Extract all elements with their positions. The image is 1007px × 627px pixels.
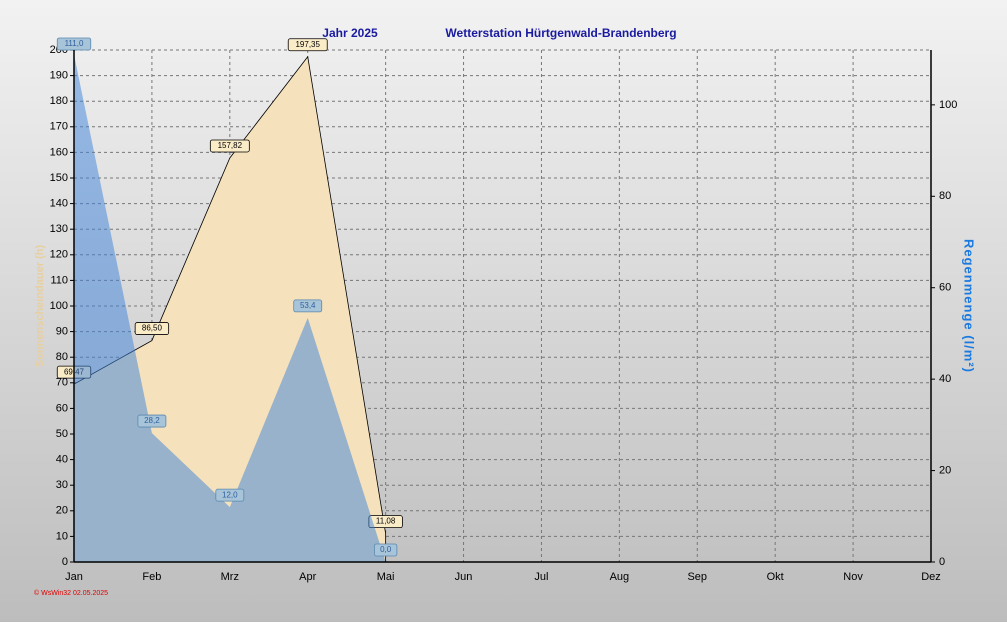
x-tick-label: Dez xyxy=(921,571,941,583)
y2-tick-label: 20 xyxy=(939,464,951,476)
value-label: 11,08 xyxy=(376,517,396,526)
value-label: 12,0 xyxy=(222,490,238,499)
y-tick-label: 20 xyxy=(56,505,68,517)
value-label-box xyxy=(293,299,323,313)
y2-tick-label: 0 xyxy=(939,556,945,568)
x-tick-label: Aug xyxy=(610,571,630,583)
y-tick-label: 110 xyxy=(50,274,68,286)
y-tick-label: 10 xyxy=(56,530,68,542)
x-tick-label: Jul xyxy=(534,571,548,583)
y2-tick-label: 40 xyxy=(939,373,951,385)
x-tick-label: Feb xyxy=(142,571,161,583)
y2-tick-label: 100 xyxy=(939,99,957,111)
value-label-box xyxy=(373,543,398,557)
y-tick-label: 40 xyxy=(56,454,68,466)
value-label: 86,50 xyxy=(142,324,163,333)
y-tick-label: 160 xyxy=(50,146,68,158)
value-label: 0,0 xyxy=(380,545,392,554)
value-label-box xyxy=(209,139,250,153)
area xyxy=(74,54,386,562)
value-label: 157,82 xyxy=(218,141,243,150)
value-label-box xyxy=(137,414,167,428)
x-tick-label: Apr xyxy=(299,571,316,583)
y-tick-label: 120 xyxy=(50,249,68,261)
x-tick-label: Sep xyxy=(687,571,707,583)
y-tick-label: 140 xyxy=(50,198,68,210)
y-tick-label: 130 xyxy=(50,223,68,235)
y-tick-label: 80 xyxy=(56,351,68,363)
value-label: 53,4 xyxy=(300,301,316,310)
y2-tick-label: 80 xyxy=(939,190,951,202)
y-tick-label: 90 xyxy=(56,326,68,338)
y-tick-label: 60 xyxy=(56,402,68,414)
y-tick-label: 100 xyxy=(50,300,68,312)
chart-title: Jahr 2025 xyxy=(322,26,378,40)
footer: © WsWin32 02.05.2025 xyxy=(34,589,108,597)
value-label-box xyxy=(287,38,328,52)
y-tick-label: 150 xyxy=(50,172,68,184)
value-label: 111,0 xyxy=(65,39,84,48)
x-tick-label: Nov xyxy=(843,571,863,583)
y-tick-label: 0 xyxy=(62,556,68,568)
y-axis-label: Sonnenscheindauer (h) xyxy=(34,245,46,368)
value-label-box xyxy=(215,488,245,502)
y-tick-label: 190 xyxy=(50,70,68,82)
value-label: 197,35 xyxy=(295,40,320,49)
y-tick-label: 70 xyxy=(56,377,68,389)
y-tick-label: 170 xyxy=(50,121,68,133)
y-tick-label: 30 xyxy=(56,479,68,491)
chart-subtitle: Wetterstation Hürtgenwald-Brandenberg xyxy=(445,26,676,40)
y2-tick-label: 60 xyxy=(939,282,951,294)
value-label: 28,2 xyxy=(144,416,160,425)
y-tick-label: 180 xyxy=(50,95,68,107)
y-tick-label: 50 xyxy=(56,428,68,440)
x-tick-label: Okt xyxy=(767,571,784,583)
x-tick-label: Jun xyxy=(455,571,473,583)
x-tick-label: Mai xyxy=(377,571,395,583)
y2-axis-label: Regenmenge (l/m²) xyxy=(962,239,977,373)
x-tick-label: Mrz xyxy=(221,571,239,583)
value-label-box xyxy=(134,322,170,335)
x-tick-label: Jan xyxy=(65,571,83,583)
